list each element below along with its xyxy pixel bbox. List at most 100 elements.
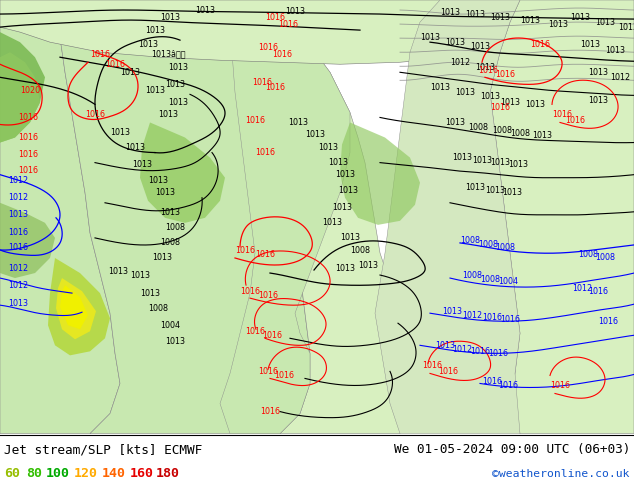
Text: 180: 180 <box>156 467 180 480</box>
Text: 1013: 1013 <box>588 96 608 105</box>
Text: 1013: 1013 <box>160 208 180 217</box>
Text: 1013: 1013 <box>285 6 305 16</box>
Text: 1013: 1013 <box>475 63 495 72</box>
Text: 1013: 1013 <box>328 158 348 167</box>
Text: 1013â: 1013â <box>151 49 185 59</box>
Text: 1016: 1016 <box>498 381 518 390</box>
Polygon shape <box>140 122 225 223</box>
Text: 1016: 1016 <box>18 150 38 159</box>
Text: 1013: 1013 <box>500 98 520 107</box>
Text: 1013: 1013 <box>338 186 358 195</box>
Text: 1013: 1013 <box>168 63 188 72</box>
Text: 1004: 1004 <box>498 276 518 286</box>
Text: 1016: 1016 <box>552 110 572 119</box>
Text: 1008: 1008 <box>160 239 180 247</box>
Text: 1016: 1016 <box>478 66 498 75</box>
Text: 1013: 1013 <box>358 261 378 270</box>
Text: 1013: 1013 <box>580 40 600 49</box>
Text: 1016: 1016 <box>598 317 618 326</box>
Text: 1013: 1013 <box>452 153 472 162</box>
Polygon shape <box>60 285 88 329</box>
Text: 1013: 1013 <box>430 83 450 92</box>
Text: 1008: 1008 <box>462 270 482 280</box>
Text: 1016: 1016 <box>18 113 38 122</box>
Text: 1016: 1016 <box>258 291 278 299</box>
Text: 1020: 1020 <box>20 86 40 95</box>
Polygon shape <box>340 122 420 225</box>
Text: 1016: 1016 <box>565 116 585 125</box>
Text: 1008: 1008 <box>148 304 168 313</box>
Text: 1013: 1013 <box>130 270 150 280</box>
Text: 1013: 1013 <box>110 128 130 137</box>
Text: 1016: 1016 <box>495 70 515 79</box>
Text: 1013: 1013 <box>472 156 492 165</box>
Text: 1013: 1013 <box>322 219 342 227</box>
Text: 1016: 1016 <box>245 116 265 125</box>
Text: 1013: 1013 <box>8 210 28 220</box>
Text: 1008: 1008 <box>460 236 480 245</box>
Text: 1012: 1012 <box>610 73 630 82</box>
Text: 1013: 1013 <box>158 110 178 119</box>
Text: 1013: 1013 <box>140 289 160 297</box>
Text: 1013: 1013 <box>440 7 460 17</box>
Polygon shape <box>490 0 634 434</box>
Text: 1008: 1008 <box>468 123 488 132</box>
Text: 1013: 1013 <box>165 80 185 89</box>
Text: 1016: 1016 <box>488 349 508 358</box>
Polygon shape <box>375 0 520 434</box>
Text: 1013: 1013 <box>132 160 152 169</box>
Polygon shape <box>0 52 40 143</box>
Text: 1013: 1013 <box>305 130 325 139</box>
Text: 1016: 1016 <box>255 148 275 157</box>
Text: 1013: 1013 <box>490 158 510 167</box>
Text: 1016: 1016 <box>274 371 294 380</box>
Text: 1016: 1016 <box>278 20 298 28</box>
Text: 1008: 1008 <box>492 126 512 135</box>
Polygon shape <box>0 0 634 64</box>
Text: 1016: 1016 <box>422 361 442 370</box>
Text: 1013: 1013 <box>445 118 465 127</box>
Text: 1013: 1013 <box>490 13 510 22</box>
Polygon shape <box>240 0 415 434</box>
Text: 1016: 1016 <box>105 60 125 69</box>
Text: 1013: 1013 <box>502 188 522 197</box>
Text: 1016: 1016 <box>550 381 570 390</box>
Text: 1012: 1012 <box>8 264 28 272</box>
Text: 1016: 1016 <box>482 313 502 322</box>
Text: 80: 80 <box>26 467 42 480</box>
Text: 1013: 1013 <box>465 9 485 19</box>
Text: 1008: 1008 <box>480 274 500 284</box>
Text: 1013: 1013 <box>442 307 462 316</box>
Text: 1013: 1013 <box>445 38 465 47</box>
Text: 140: 140 <box>102 467 126 480</box>
Text: 1013: 1013 <box>195 5 215 15</box>
Text: 1008: 1008 <box>350 246 370 255</box>
Text: 1013: 1013 <box>165 337 185 346</box>
Text: 1013: 1013 <box>595 18 615 26</box>
Text: 1012: 1012 <box>450 58 470 67</box>
Text: 1013: 1013 <box>340 233 360 243</box>
Text: 1013: 1013 <box>335 170 355 179</box>
Text: 1008: 1008 <box>165 223 185 232</box>
Text: 1013: 1013 <box>160 13 180 22</box>
Text: 1013: 1013 <box>152 253 172 263</box>
Polygon shape <box>0 32 45 143</box>
Text: 1013: 1013 <box>465 183 485 192</box>
Text: 1016: 1016 <box>258 43 278 51</box>
Text: 1013: 1013 <box>470 42 490 50</box>
Text: 1016: 1016 <box>18 166 38 175</box>
Text: 1012: 1012 <box>8 193 28 202</box>
Text: 1016: 1016 <box>265 13 285 22</box>
Text: 1016: 1016 <box>530 40 550 49</box>
Text: 1008: 1008 <box>478 241 498 249</box>
Text: 1012: 1012 <box>8 281 28 290</box>
Text: 100: 100 <box>46 467 70 480</box>
Text: ©weatheronline.co.uk: ©weatheronline.co.uk <box>493 469 630 479</box>
Text: 1016: 1016 <box>8 228 28 237</box>
Polygon shape <box>50 0 310 434</box>
Text: 1012: 1012 <box>8 176 28 185</box>
Text: 1016: 1016 <box>588 287 608 295</box>
Text: 1013: 1013 <box>532 131 552 140</box>
Text: 1004: 1004 <box>160 321 180 330</box>
Text: 1013: 1013 <box>508 160 528 169</box>
